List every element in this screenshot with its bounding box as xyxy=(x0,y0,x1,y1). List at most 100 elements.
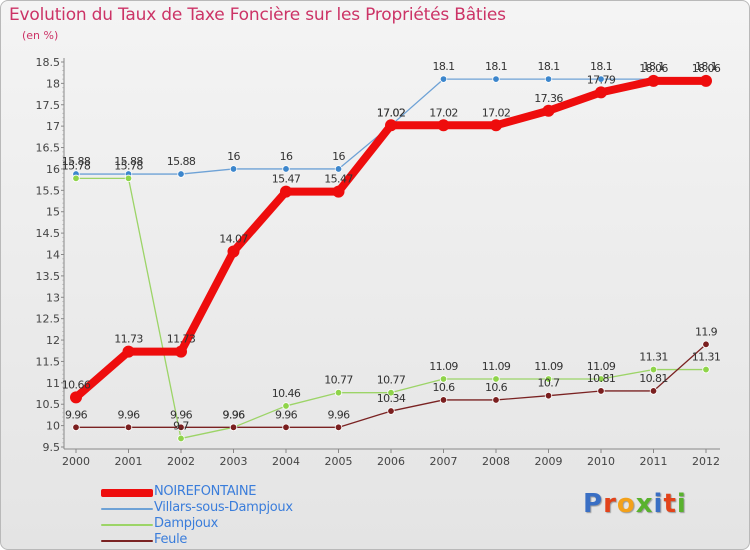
data-point xyxy=(544,375,553,383)
legend-swatch xyxy=(101,508,153,510)
data-point xyxy=(334,165,343,173)
data-point xyxy=(387,388,395,397)
data-label: 10.6 xyxy=(432,381,455,394)
data-point xyxy=(72,174,80,183)
data-label: 18.06 xyxy=(692,62,721,75)
data-label: 15.78 xyxy=(62,159,91,172)
y-tick-label: 13 xyxy=(46,291,60,304)
y-tick-label: 17.5 xyxy=(36,99,61,112)
data-label: 18.1 xyxy=(695,60,717,73)
data-label: 9.96 xyxy=(222,408,245,421)
x-tick-label: 2001 xyxy=(115,455,143,468)
data-label: 14.07 xyxy=(219,233,248,246)
data-point xyxy=(334,388,343,397)
data-point xyxy=(649,365,658,374)
data-point xyxy=(332,185,345,198)
data-label: 16 xyxy=(332,150,345,163)
y-tick-label: 16 xyxy=(46,163,60,176)
data-label: 17.02 xyxy=(482,106,511,119)
x-tick-label: 2000 xyxy=(62,455,90,468)
legend-swatch xyxy=(101,524,153,526)
y-tick-label: 15 xyxy=(46,206,60,219)
data-label: 15.78 xyxy=(114,159,143,172)
data-label: 10.34 xyxy=(377,392,406,405)
chart-title: Evolution du Taux de Taxe Foncière sur l… xyxy=(9,5,506,25)
data-label: 10.81 xyxy=(587,372,616,385)
data-point xyxy=(334,423,343,432)
data-label: 11.09 xyxy=(429,360,458,373)
y-tick-label: 14.5 xyxy=(36,227,61,240)
y-tick-label: 14 xyxy=(46,249,60,262)
data-point xyxy=(385,119,397,132)
data-label: 15.88 xyxy=(62,155,91,168)
data-point xyxy=(437,119,450,132)
data-label: 9.96 xyxy=(65,408,88,421)
data-label: 17.02 xyxy=(377,106,406,119)
data-point xyxy=(702,340,710,349)
data-point xyxy=(490,119,502,132)
y-tick-label: 9.5 xyxy=(43,441,61,454)
data-point xyxy=(124,174,133,183)
unit-note: (en %) xyxy=(22,29,59,42)
data-label: 16 xyxy=(280,150,293,163)
y-tick-label: 12.5 xyxy=(36,313,61,326)
data-point xyxy=(229,165,238,173)
data-label: 11.09 xyxy=(482,360,511,373)
data-point xyxy=(175,345,187,358)
data-label: 11.9 xyxy=(695,325,718,338)
data-point xyxy=(227,245,240,258)
data-label: 9.96 xyxy=(170,408,193,421)
y-tick-label: 12 xyxy=(46,334,60,347)
data-label: 10.46 xyxy=(272,387,301,400)
logo-letter: o xyxy=(616,489,636,519)
data-label: 17.02 xyxy=(377,106,406,119)
data-label: 11.31 xyxy=(692,351,721,364)
data-point xyxy=(124,423,133,432)
data-point xyxy=(439,396,448,404)
x-tick-label: 2003 xyxy=(220,455,248,468)
data-label: 18.1 xyxy=(432,60,454,73)
x-tick-label: 2008 xyxy=(482,455,510,468)
data-label: 15.47 xyxy=(324,173,353,186)
x-tick-label: 2012 xyxy=(692,455,720,468)
legend-label: Villars-sous-Dampjoux xyxy=(154,500,293,515)
logo-letter: P xyxy=(583,489,604,519)
data-label: 10.66 xyxy=(62,378,91,391)
data-point xyxy=(282,165,290,173)
data-label: 10.6 xyxy=(485,381,508,394)
x-tick-label: 2009 xyxy=(535,455,563,468)
data-label: 18.06 xyxy=(639,62,668,75)
data-point xyxy=(492,375,500,383)
logo-letter: r xyxy=(603,489,617,519)
data-point xyxy=(439,375,448,383)
data-point xyxy=(597,375,605,383)
data-label: 9.7 xyxy=(173,419,189,432)
data-point xyxy=(597,387,605,395)
data-label: 18.1 xyxy=(537,60,559,73)
data-label: 17.79 xyxy=(587,73,616,86)
data-label: 9.96 xyxy=(117,408,140,421)
data-label: 16 xyxy=(227,150,240,163)
data-point xyxy=(702,365,710,374)
legend-label: Dampjoux xyxy=(154,516,218,531)
data-label: 10.7 xyxy=(537,377,560,390)
data-point xyxy=(70,391,82,404)
data-point xyxy=(282,423,290,432)
data-label: 17.36 xyxy=(534,92,563,105)
legend-swatch xyxy=(101,489,153,497)
x-tick-label: 2007 xyxy=(430,455,458,468)
x-tick-label: 2002 xyxy=(167,455,195,468)
data-point xyxy=(544,75,553,83)
data-point xyxy=(122,345,135,358)
data-label: 18.1 xyxy=(642,60,664,73)
x-tick-label: 2004 xyxy=(272,455,300,468)
data-label: 11.31 xyxy=(639,351,668,364)
data-point xyxy=(544,391,553,400)
y-tick-label: 16.5 xyxy=(36,142,61,155)
data-label: 11.73 xyxy=(167,333,196,346)
logo-letter: i xyxy=(653,489,664,519)
data-label: 15.88 xyxy=(114,155,143,168)
data-label: 17.02 xyxy=(429,106,458,119)
data-point xyxy=(282,402,290,410)
